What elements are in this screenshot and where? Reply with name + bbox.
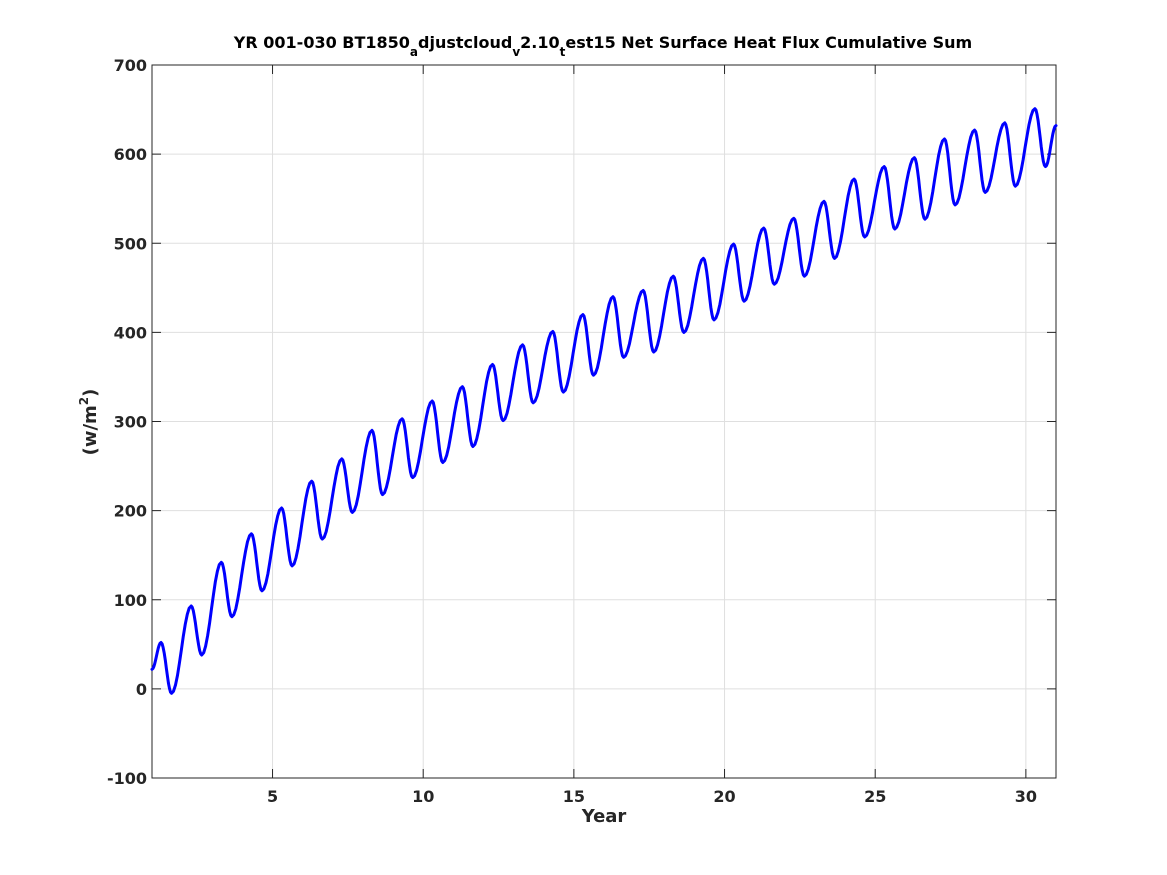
x-tick-label: 30 <box>1015 787 1037 806</box>
title-part: YR 001-030 BT1850 <box>233 33 410 52</box>
title-part: djustcloud <box>418 33 512 52</box>
y-tick-label: -100 <box>107 769 147 788</box>
grid-lines <box>152 65 1056 778</box>
title-part: v <box>512 45 520 59</box>
y-tick-label: 300 <box>114 413 147 432</box>
y-tick-label: 400 <box>114 323 147 342</box>
title-part: t <box>560 45 566 59</box>
tick-marks <box>152 64 1056 779</box>
y-tick-labels: -100 0 100 200 300 400 500 600 700 <box>107 56 147 788</box>
y-tick-label: 500 <box>114 234 147 253</box>
chart-title: YR 001-030 BT1850adjustcloudv2.10test15 … <box>233 33 972 59</box>
y-tick-label: 0 <box>136 680 147 699</box>
title-part: a <box>410 45 418 59</box>
y-axis-label: (w/m2) <box>77 389 101 456</box>
y-tick-label: 100 <box>114 591 147 610</box>
series-line-cumulative-sum <box>150 107 1058 695</box>
x-tick-label: 10 <box>412 787 434 806</box>
title-part: est15 Net Surface Heat Flux Cumulative S… <box>565 33 972 52</box>
x-tick-label: 20 <box>713 787 735 806</box>
y-tick-label: 200 <box>114 502 147 521</box>
x-axis-label: Year <box>581 806 627 827</box>
x-tick-label: 15 <box>563 787 585 806</box>
y-tick-label: 600 <box>114 145 147 164</box>
x-tick-label: 5 <box>267 787 278 806</box>
x-tick-label: 25 <box>864 787 886 806</box>
x-tick-labels: 5 10 15 20 25 30 <box>267 787 1037 806</box>
y-tick-label: 700 <box>114 56 147 75</box>
title-part: 2.10 <box>520 33 559 52</box>
